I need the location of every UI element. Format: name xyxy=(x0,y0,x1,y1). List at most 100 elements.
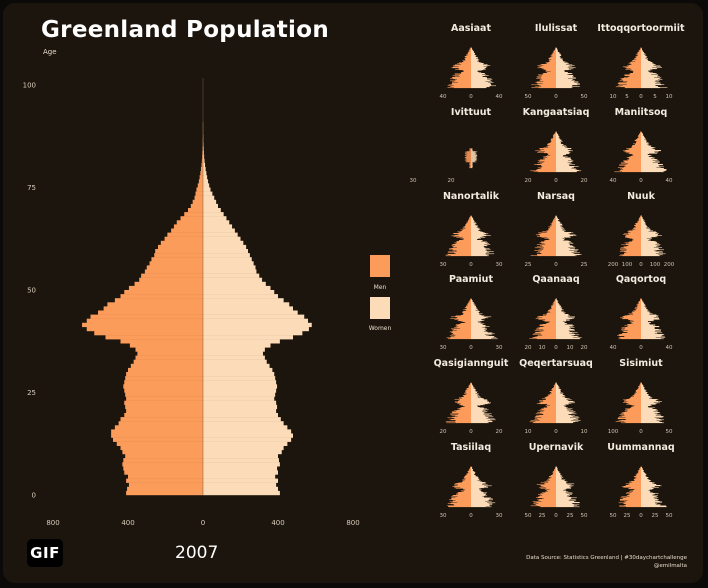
small-multiple-women-bar xyxy=(556,163,570,164)
small-multiple-women-bar xyxy=(556,154,566,155)
small-multiple-women-bar xyxy=(556,71,565,72)
small-multiple-men-bar xyxy=(545,240,556,242)
small-multiple-men-bar xyxy=(634,480,641,481)
small-multiple-women-bar xyxy=(641,252,659,253)
small-multiple-tick: 20 xyxy=(581,345,588,351)
small-multiple-men-bar xyxy=(456,317,471,318)
small-multiple-men-bar xyxy=(554,49,556,50)
small-multiple-men-bar xyxy=(543,414,556,415)
men-bar-age-28 xyxy=(125,376,203,381)
small-multiple-men-bar xyxy=(544,243,556,244)
small-multiple-women-bar xyxy=(471,477,479,478)
small-multiple-men-bar xyxy=(550,139,556,140)
small-multiple-men-bar xyxy=(620,250,641,252)
small-multiple-women-bar xyxy=(556,481,568,483)
small-multiple-men-bar xyxy=(530,170,556,172)
small-multiple-men-bar xyxy=(626,324,641,326)
small-multiple-women-bar xyxy=(556,138,560,139)
small-multiple-men-bar xyxy=(467,221,471,223)
small-multiple-women-bar xyxy=(641,64,655,66)
small-multiple-men-bar xyxy=(544,161,556,163)
small-multiple-men-bar xyxy=(626,492,641,493)
small-multiple-women-bar xyxy=(471,494,487,495)
small-multiple-men-bar xyxy=(637,473,641,474)
small-multiple-women-bar xyxy=(641,168,664,169)
small-multiple-men-bar xyxy=(549,489,556,491)
small-multiple-men-bar xyxy=(463,489,471,490)
small-multiple-women-bar xyxy=(556,501,575,502)
small-multiple-men-bar xyxy=(551,225,556,226)
small-multiple-men-bar xyxy=(627,237,641,239)
small-multiple-women-bar xyxy=(641,166,664,168)
small-multiple-women-bar xyxy=(471,473,475,475)
small-multiple-men-bar xyxy=(540,409,556,410)
small-multiple-women-bar xyxy=(556,63,568,65)
small-multiple-men-bar xyxy=(631,64,641,65)
small-multiple-women-bar xyxy=(471,390,476,392)
small-multiple-women-bar xyxy=(641,231,649,232)
small-multiple-women-bar xyxy=(556,322,565,323)
small-multiple-women-bar xyxy=(471,416,486,417)
small-multiple-men-bar xyxy=(455,69,471,70)
small-multiple-women-bar xyxy=(556,226,561,227)
small-multiple-women-bar xyxy=(641,469,643,471)
small-multiple-women-bar xyxy=(641,499,659,500)
small-multiple-men-bar xyxy=(552,54,556,56)
small-multiple-women-bar xyxy=(471,82,489,84)
small-multiple-women-bar xyxy=(641,336,661,337)
small-multiple-women-bar xyxy=(471,218,474,219)
men-bar-age-36 xyxy=(129,343,203,348)
women-bar-age-44 xyxy=(203,310,298,315)
small-multiple-tick: 40 xyxy=(440,94,447,100)
small-multiple-title: Qaanaaq xyxy=(532,274,579,285)
small-multiple-men-bar xyxy=(541,492,556,493)
small-multiple-men-bar xyxy=(452,331,471,332)
small-multiple-women-bar xyxy=(556,478,562,480)
small-multiple-women-bar xyxy=(471,493,487,495)
y-tick-label: 75 xyxy=(27,184,36,192)
small-multiple-men-bar xyxy=(554,468,556,470)
small-multiple-women-bar xyxy=(556,302,558,303)
small-multiple-women-bar xyxy=(556,500,577,502)
small-multiple-title: Paamiut xyxy=(449,274,493,285)
small-multiple-women-bar xyxy=(556,483,575,485)
women-bar-age-20 xyxy=(203,408,277,414)
small-multiple-men-bar xyxy=(466,392,471,394)
small-multiple-women-bar xyxy=(641,494,655,495)
small-multiple-women-bar xyxy=(556,315,569,316)
small-multiple-men-bar xyxy=(460,74,471,75)
small-multiple-men-bar xyxy=(539,496,556,498)
small-multiple-women-bar xyxy=(471,336,495,337)
small-multiple-women-bar xyxy=(641,140,647,141)
small-multiple-tick: 100 xyxy=(608,429,619,435)
small-multiple-women-bar xyxy=(641,167,657,169)
small-multiple-men-bar xyxy=(545,397,556,398)
small-multiple-tick: 0 xyxy=(469,94,473,100)
small-multiple-women-bar xyxy=(641,50,643,51)
small-multiple-tick: 30 xyxy=(496,262,503,268)
small-multiple-women-bar xyxy=(471,396,481,397)
small-multiple-men-bar xyxy=(628,403,641,404)
small-multiple-men-bar xyxy=(534,164,556,165)
small-multiple-men-bar xyxy=(551,224,556,226)
small-multiple-men-bar xyxy=(624,67,641,68)
small-multiple-women-bar xyxy=(641,495,653,497)
small-multiple-men-bar xyxy=(545,158,556,159)
small-multiple-women-bar xyxy=(471,416,494,418)
small-multiple-men-bar xyxy=(623,412,641,414)
small-multiple-women-bar xyxy=(641,139,647,140)
small-multiple-women-bar xyxy=(641,490,649,492)
small-multiple-men-bar xyxy=(539,331,556,332)
small-multiple-men-bar xyxy=(622,255,641,257)
small-multiple-women-bar xyxy=(471,72,479,74)
small-multiple-men-bar xyxy=(626,68,641,69)
small-multiple-men-bar xyxy=(634,405,641,407)
small-multiple-women-bar xyxy=(471,81,493,83)
small-multiple-men-bar xyxy=(465,226,471,228)
women-bar-age-56 xyxy=(203,261,254,266)
small-multiple-women-bar xyxy=(556,72,568,74)
small-multiple-men-bar xyxy=(537,169,556,171)
small-multiple-women-bar xyxy=(641,239,651,240)
small-multiple-men-bar xyxy=(544,149,556,151)
